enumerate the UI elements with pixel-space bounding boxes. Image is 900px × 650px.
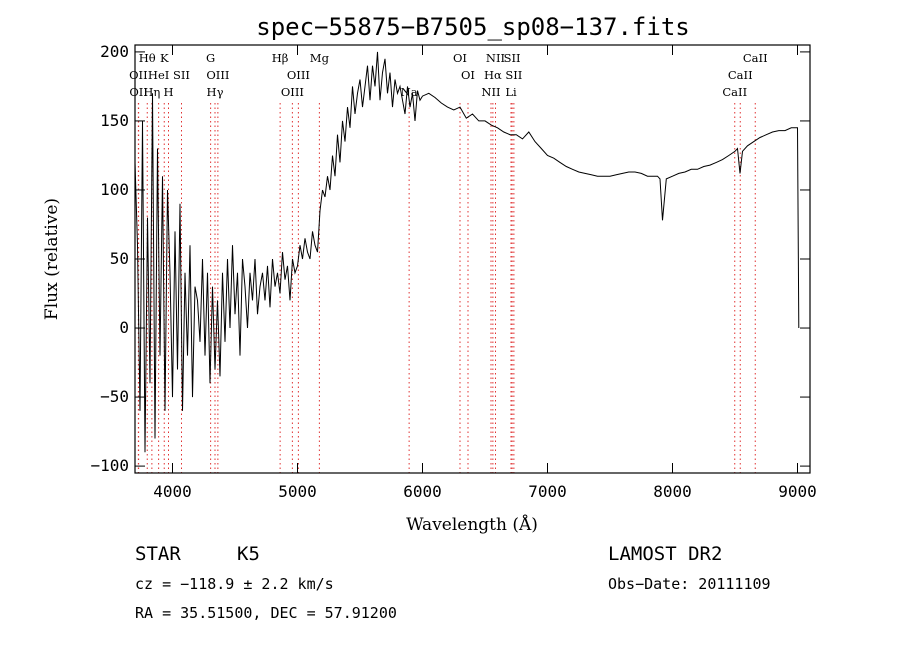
line-marker-label: SII	[173, 68, 190, 82]
line-marker-label: NII	[481, 85, 500, 99]
y-axis-label: Flux (relative)	[42, 198, 62, 320]
line-marker-label: SII	[504, 51, 521, 65]
line-marker-label: Hη	[143, 85, 160, 99]
line-marker-label: CaII	[728, 68, 753, 82]
spectrum-line	[134, 51, 800, 453]
survey-name: LAMOST DR2	[608, 543, 723, 565]
x-tick-label: 7000	[528, 482, 567, 501]
line-marker-label: OI	[453, 51, 467, 65]
line-marker-label: Na	[401, 85, 418, 99]
line-marker-label: Hβ	[272, 51, 289, 65]
coordinates: RA = 35.51500, DEC = 57.91200	[135, 604, 397, 622]
y-tick-label: 0	[119, 318, 129, 337]
line-marker-label: CaII	[722, 85, 747, 99]
line-marker-label: OIII	[281, 85, 304, 99]
line-marker-label: G	[206, 51, 215, 65]
object-type: STAR	[135, 543, 181, 565]
line-marker-label: OIII	[287, 68, 310, 82]
y-axis-ticks: −100 −50 0 50 100 150 200	[90, 42, 810, 475]
line-marker-label: NII	[486, 51, 505, 65]
line-marker-label: OII	[129, 85, 148, 99]
y-tick-label: 200	[100, 42, 129, 61]
line-marker-label: Mg	[310, 51, 330, 65]
y-tick-label: −100	[90, 456, 129, 475]
line-marker-label: HeI	[148, 68, 169, 82]
y-tick-label: −50	[100, 387, 129, 406]
line-marker-label: Hθ	[139, 51, 156, 65]
line-marker-label: OII	[129, 68, 148, 82]
x-axis-ticks: 4000 5000 6000 7000 8000 9000	[153, 45, 817, 501]
line-marker-label: H	[163, 85, 173, 99]
line-marker-label: Li	[505, 85, 517, 99]
redshift-readout: cz = −118.9 ± 2.2 km/s	[135, 575, 334, 593]
x-tick-label: 5000	[278, 482, 317, 501]
subclass: K5	[237, 543, 260, 565]
line-marker-label: OIII	[206, 68, 229, 82]
y-tick-label: 100	[100, 180, 129, 199]
x-axis-label: Wavelength (Å)	[406, 514, 538, 535]
line-marker-label: CaII	[743, 51, 768, 65]
line-marker-label: SII	[505, 68, 522, 82]
line-marker-label: K	[160, 51, 169, 65]
x-tick-label: 6000	[403, 482, 442, 501]
line-marker-label: Hα	[484, 68, 502, 82]
line-marker-label: Hγ	[207, 85, 224, 99]
x-tick-label: 4000	[153, 482, 192, 501]
obs-date: Obs−Date: 20111109	[608, 575, 771, 593]
x-tick-label: 8000	[653, 482, 692, 501]
x-tick-label: 9000	[778, 482, 817, 501]
chart-title: spec−55875−B7505_sp08−137.fits	[256, 13, 689, 41]
plot-frame	[134, 44, 811, 474]
y-tick-label: 50	[110, 249, 129, 268]
line-marker-label: OI	[461, 68, 475, 82]
y-tick-label: 150	[100, 111, 129, 130]
